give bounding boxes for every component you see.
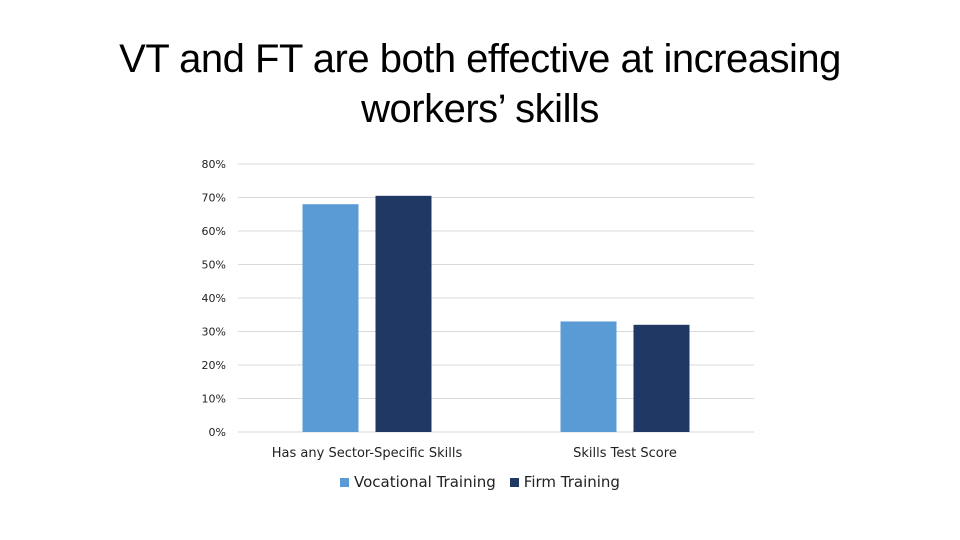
bar-vocational-0 <box>302 204 359 432</box>
bar-firm-1 <box>633 324 690 432</box>
slide-title: VT and FT are both effective at increasi… <box>119 37 841 131</box>
x-category-label: Has any Sector-Specific Skills <box>272 446 463 461</box>
y-tick-label: 20% <box>202 359 226 372</box>
legend-item-vocational: Vocational Training <box>340 473 496 491</box>
y-tick-label: 60% <box>202 225 226 238</box>
x-category-label: Skills Test Score <box>573 446 677 461</box>
y-tick-label: 80% <box>202 158 226 171</box>
y-tick-label: 50% <box>202 259 226 272</box>
bar-vocational-1 <box>560 321 617 432</box>
y-tick-label: 40% <box>202 292 226 305</box>
chart-legend: Vocational Training Firm Training <box>0 473 960 491</box>
legend-swatch-vocational <box>340 477 350 487</box>
y-tick-label: 10% <box>202 393 226 406</box>
legend-swatch-firm <box>509 477 519 487</box>
legend-item-firm: Firm Training <box>509 473 620 491</box>
y-tick-label: 70% <box>202 192 226 205</box>
legend-label-firm: Firm Training <box>523 473 620 491</box>
bar-firm-0 <box>375 195 432 432</box>
y-tick-label: 0% <box>209 426 226 439</box>
y-tick-label: 30% <box>202 326 226 339</box>
legend-label-vocational: Vocational Training <box>354 473 496 491</box>
